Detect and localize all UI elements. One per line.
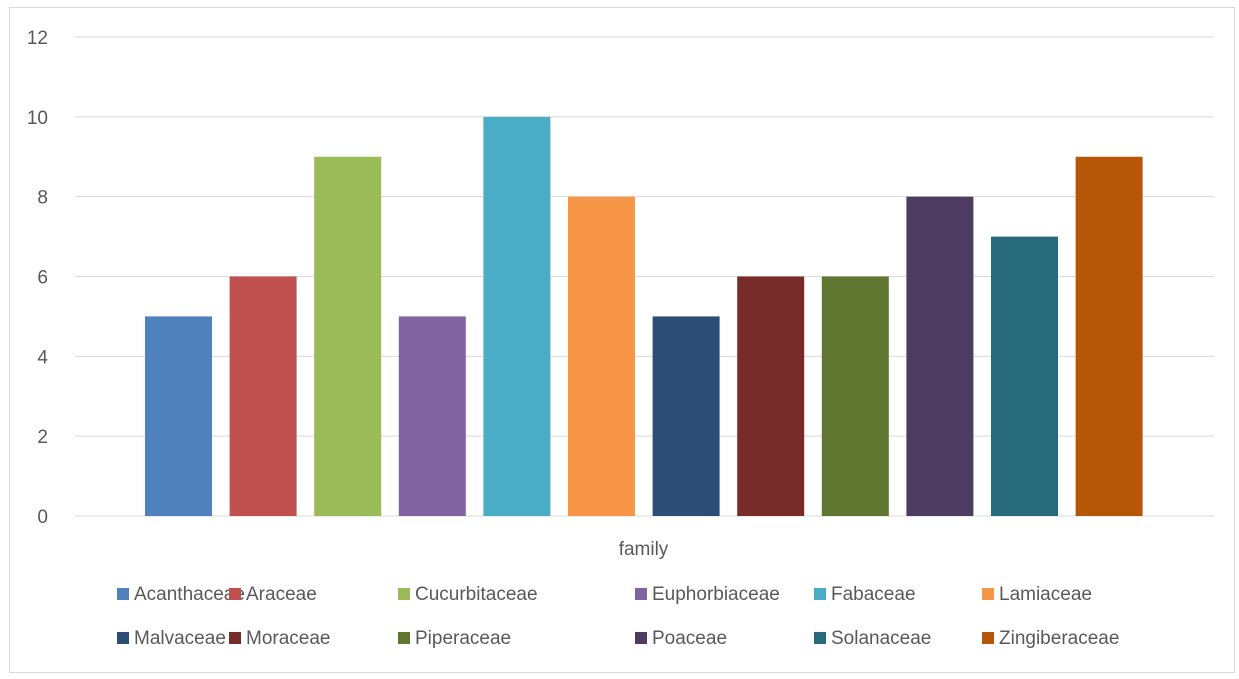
bar-malvaceae [652,316,720,516]
bar-fabaceae [483,116,551,516]
y-tick-label: 8 [37,188,48,209]
bar-lamiaceae [568,196,635,516]
legend-label: Solanaceae [831,628,931,649]
legend-label: Poaceae [652,628,727,649]
y-tick-label: 2 [37,427,48,448]
legend-swatch [635,632,647,644]
legend-label: Lamiaceae [999,584,1092,605]
chart-frame: 0 2 4 6 8 10 12 family Acanthaceae Araceae Cucur… [9,7,1235,673]
bar-zingiberaceae [1075,156,1143,516]
legend-swatch [398,588,410,600]
legend-swatch [117,632,129,644]
legend-swatch [814,632,826,644]
bar-piperaceae [821,276,889,516]
legend-label: Malvaceae [134,628,226,649]
legend: Acanthaceae Araceae Cucurbitaceae Euphorbia… [117,584,1119,649]
legend-label: Acanthaceae [134,584,245,605]
bar-solanaceae [991,236,1058,517]
bar-araceae [229,276,297,516]
legend-swatch [229,632,241,644]
legend-label: Araceae [246,584,317,605]
y-axis-tick-labels: 0 2 4 6 8 10 12 [27,28,49,528]
legend-label: Moraceae [246,628,331,649]
bar-acanthaceae [145,316,212,516]
x-axis-label: family [619,539,669,560]
legend-label: Zingiberaceae [999,628,1119,649]
legend-swatch [814,588,826,600]
bar-euphorbiaceae [398,316,466,516]
y-tick-label: 4 [37,347,48,368]
legend-label: Piperaceae [415,628,511,649]
legend-swatch [635,588,647,600]
legend-swatch [117,588,129,600]
bars [145,116,1143,517]
y-tick-label: 12 [27,28,48,49]
bar-chart: 0 2 4 6 8 10 12 family Acanthaceae Araceae Cucur… [27,28,1214,649]
y-tick-label: 6 [37,268,48,289]
legend-swatch [982,588,994,600]
y-tick-label: 10 [27,108,48,129]
legend-label: Cucurbitaceae [415,584,538,605]
legend-label: Euphorbiaceae [652,584,780,605]
legend-label: Fabaceae [831,584,916,605]
legend-swatch [982,632,994,644]
bar-cucurbitaceae [314,156,382,516]
legend-swatch [229,588,241,600]
bar-moraceae [737,276,805,516]
y-tick-label: 0 [37,507,48,528]
legend-swatch [398,632,410,644]
bar-poaceae [906,196,974,516]
